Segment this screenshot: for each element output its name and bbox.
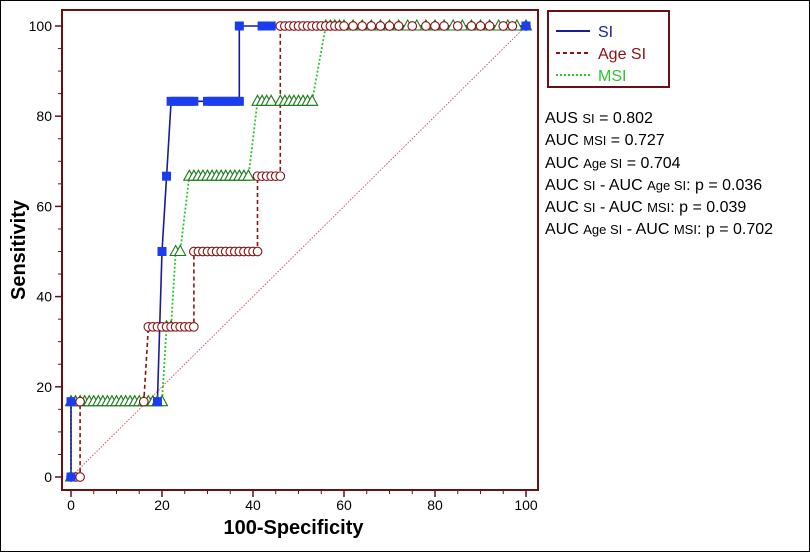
data-point-age-si bbox=[430, 21, 440, 31]
legend: SI Age SI MSI bbox=[547, 10, 670, 88]
auc-annotation: AUC Age SI - AUC MSI: p = 0.702 bbox=[545, 221, 774, 239]
data-point-si bbox=[234, 96, 244, 106]
data-point-age-si bbox=[339, 21, 349, 31]
x-tick-label: 100 bbox=[514, 497, 538, 513]
auc-annotation: AUS SI = 0.802 bbox=[545, 110, 653, 127]
y-tick-label: 20 bbox=[36, 379, 52, 395]
data-point-si bbox=[66, 397, 76, 407]
legend-label: Age SI bbox=[598, 46, 646, 63]
x-tick-label: 60 bbox=[336, 497, 352, 513]
data-point-age-si bbox=[75, 396, 85, 407]
data-point-si bbox=[189, 96, 199, 106]
data-point-age-si bbox=[366, 21, 377, 31]
y-tick-label: 100 bbox=[29, 18, 53, 34]
data-point-si bbox=[66, 472, 76, 482]
plot-area bbox=[61, 9, 539, 491]
data-point-age-si bbox=[421, 21, 431, 31]
data-point-msi bbox=[264, 94, 278, 106]
data-point-age-si bbox=[375, 21, 386, 31]
data-point-msi bbox=[173, 244, 187, 257]
data-point-age-si bbox=[439, 21, 449, 31]
data-point-age-si bbox=[75, 472, 85, 482]
data-point-si bbox=[234, 21, 244, 31]
y-tick-label: 40 bbox=[36, 289, 52, 305]
x-tick-label: 0 bbox=[67, 497, 75, 513]
data-point-age-si bbox=[348, 21, 358, 31]
data-point-si bbox=[162, 171, 172, 181]
auc-statistics: AUS SI = 0.802 AUC MSI = 0.727 AUC Age SI … bbox=[545, 108, 773, 242]
y-axis-label: Sensitivity bbox=[8, 199, 30, 300]
y-tick-label: 80 bbox=[36, 108, 52, 124]
x-tick-label: 80 bbox=[427, 497, 443, 513]
data-point-age-si bbox=[407, 21, 418, 31]
data-point-msi bbox=[242, 169, 255, 181]
y-tick-label: 0 bbox=[44, 469, 52, 485]
legend-label: MSI bbox=[598, 68, 626, 85]
data-point-age-si bbox=[507, 21, 518, 31]
data-point-age-si bbox=[475, 21, 486, 31]
auc-annotation: AUC SI - AUC Age SI: p = 0.036 bbox=[545, 176, 763, 194]
x-tick-label: 40 bbox=[245, 497, 261, 513]
data-point-si bbox=[152, 397, 162, 407]
data-point-age-si bbox=[498, 21, 509, 31]
legend-label: SI bbox=[598, 24, 613, 41]
data-point-age-si bbox=[393, 21, 404, 31]
data-point-si bbox=[521, 21, 531, 31]
auc-annotation: AUC Age SI = 0.704 bbox=[545, 154, 681, 172]
reference-diagonal bbox=[70, 25, 527, 478]
data-point-age-si bbox=[275, 171, 286, 182]
data-point-age-si bbox=[452, 21, 463, 31]
data-point-age-si bbox=[138, 396, 149, 407]
data-point-age-si bbox=[357, 21, 368, 31]
auc-annotation: AUC SI - AUC MSI: p = 0.039 bbox=[545, 199, 747, 217]
data-point-age-si bbox=[384, 21, 395, 31]
auc-annotation: AUC MSI = 0.727 bbox=[545, 132, 665, 150]
data-point-age-si bbox=[189, 321, 199, 332]
data-point-msi bbox=[305, 94, 319, 106]
data-point-age-si bbox=[484, 21, 495, 31]
data-point-si bbox=[157, 247, 167, 256]
x-axis-label: 100-Specificity bbox=[223, 517, 364, 539]
data-point-age-si bbox=[466, 21, 477, 31]
y-tick-label: 60 bbox=[36, 198, 52, 214]
data-point-si bbox=[266, 21, 276, 31]
x-tick-label: 20 bbox=[154, 497, 170, 513]
data-point-age-si bbox=[252, 246, 263, 257]
